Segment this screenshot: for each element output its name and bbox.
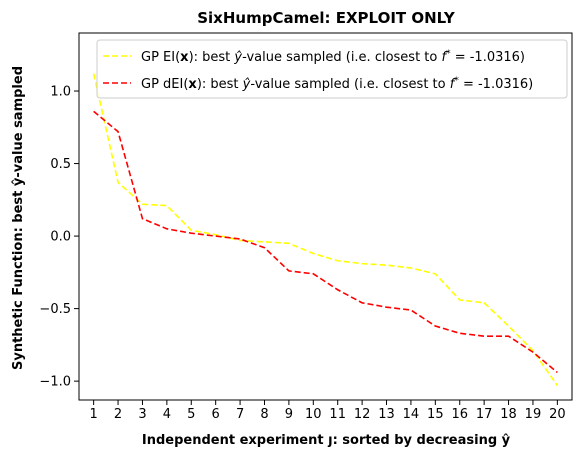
y-axis: 1.0 0.5 0.0 −0.5 −1.0 [39,85,79,390]
legend-label: GP dEI(x): best ŷ-value sampled (i.e. cl… [141,76,533,92]
y-tick-label: −1.0 [39,375,71,390]
x-tick-label: 11 [329,407,346,422]
x-tick-label: 19 [525,407,542,422]
y-tick-label: 1.0 [50,85,71,100]
x-tick-label: 16 [451,407,468,422]
x-tick-label: 20 [549,407,566,422]
x-tick-label: 18 [500,407,517,422]
x-tick-label: 8 [260,407,268,422]
x-tick-label: 4 [163,407,171,422]
x-tick-label: 9 [285,407,293,422]
x-tick-label: 17 [476,407,493,422]
legend: GP EI(x): best ŷ-value sampled (i.e. clo… [97,40,567,98]
x-tick-label: 13 [378,407,395,422]
x-tick-label: 3 [138,407,146,422]
x-axis: 1 2 3 4 5 6 7 8 9 10 11 12 13 14 15 16 17 18 19 20 [90,400,566,422]
y-tick-label: 0.5 [50,157,71,172]
x-tick-label: 7 [236,407,244,422]
y-tick-label: 0.0 [50,230,71,245]
y-axis-label: Synthetic Function: best ŷ-value sampled [11,66,26,370]
x-tick-label: 5 [187,407,195,422]
chart-title: SixHumpCamel: EXPLOIT ONLY [197,9,456,27]
x-tick-label: 15 [427,407,444,422]
y-tick-label: −0.5 [39,302,71,317]
x-tick-label: 14 [403,407,420,422]
x-tick-label: 10 [305,407,322,422]
x-tick-label: 2 [114,407,122,422]
x-tick-label: 6 [212,407,220,422]
x-axis-label: Independent experiment ȷ: sorted by decr… [142,433,511,448]
x-tick-label: 1 [90,407,98,422]
x-tick-label: 12 [354,407,371,422]
legend-label: GP EI(x): best ŷ-value sampled (i.e. clo… [141,49,525,65]
